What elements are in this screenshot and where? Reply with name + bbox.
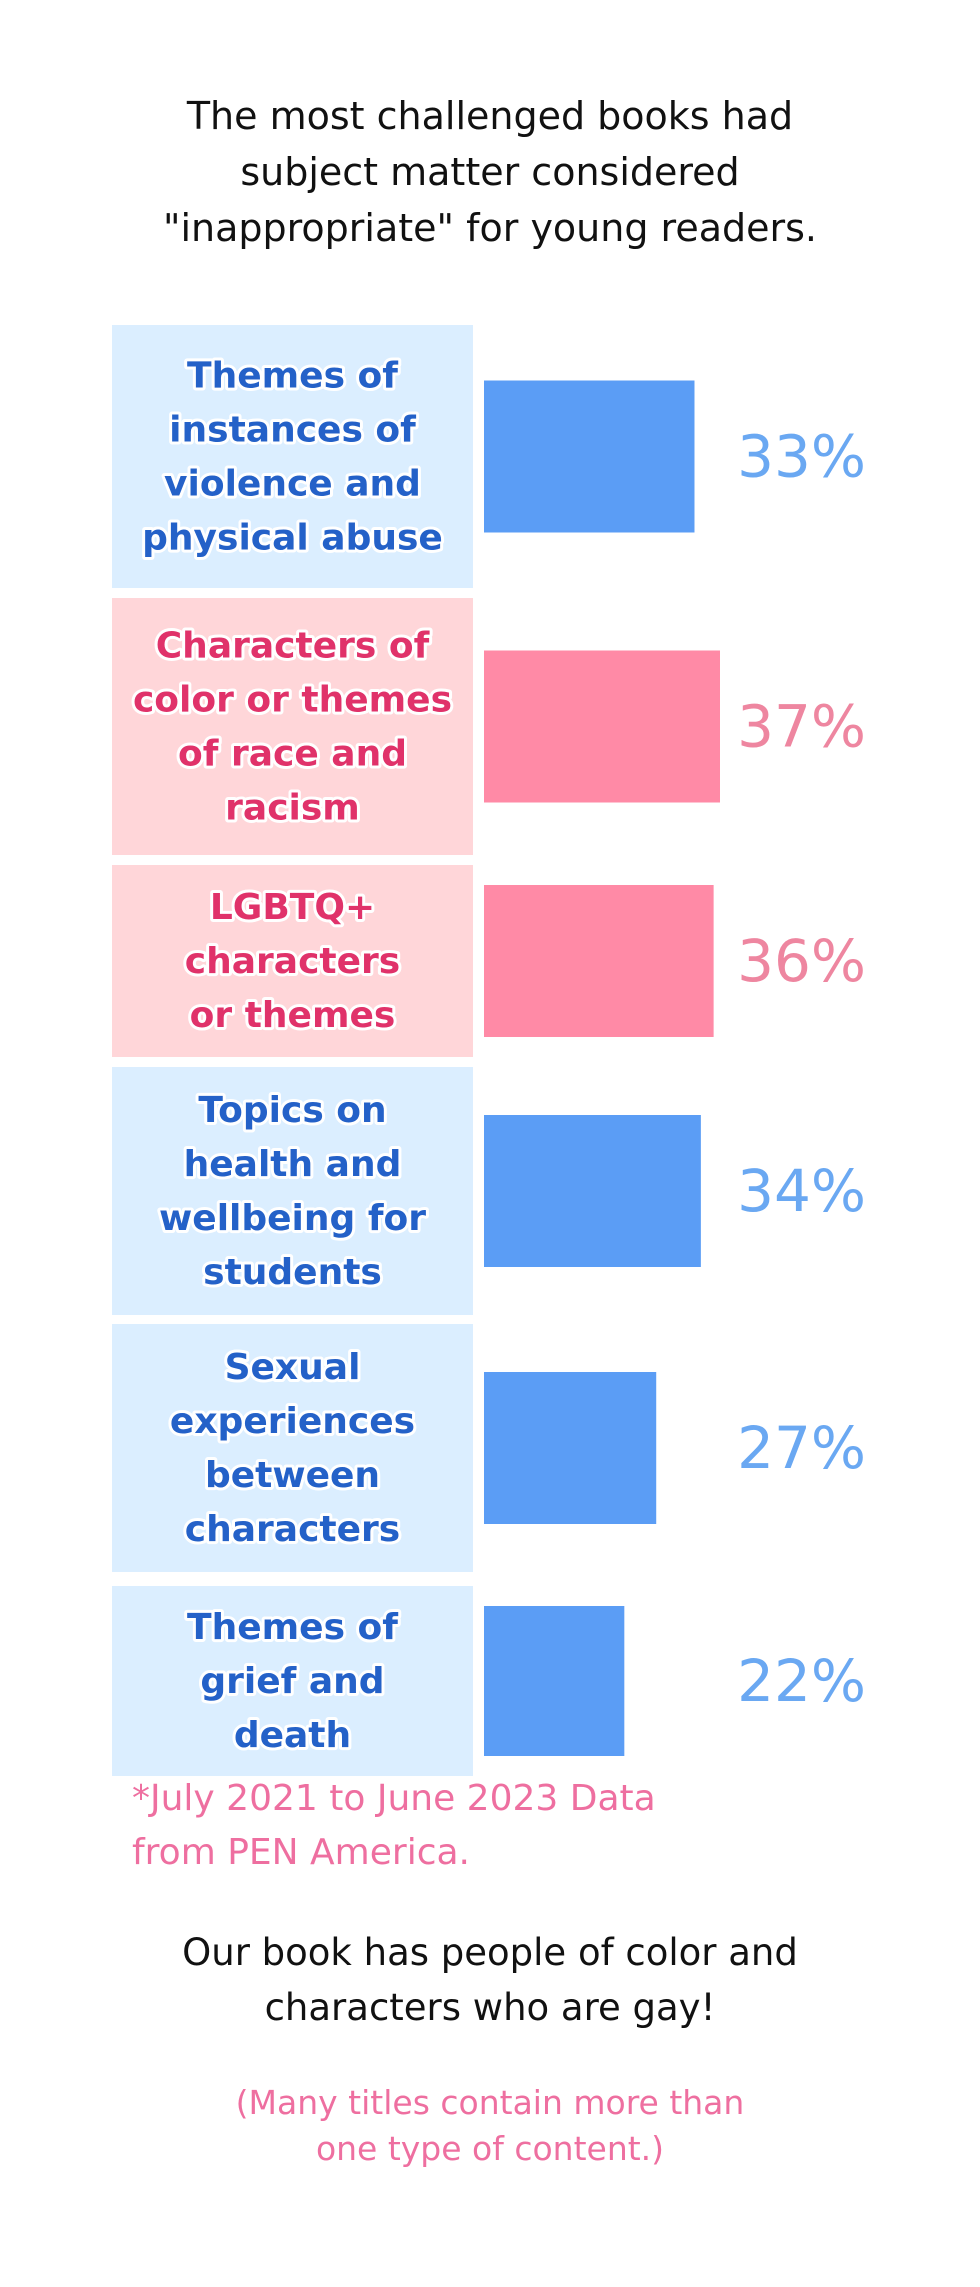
- footer-text: Our book has people of color and charact…: [90, 1925, 890, 2035]
- bar-chart: Themes of instances of violence and physica…: [112, 325, 866, 1776]
- value-label: 36%: [737, 927, 866, 995]
- category-label: Topics on: [198, 1090, 386, 1131]
- category-label: Themes of: [187, 355, 398, 396]
- value-label: 37%: [737, 693, 866, 761]
- category-label: students: [203, 1252, 382, 1293]
- title-line: "inappropriate" for young readers.: [163, 206, 817, 250]
- value-label: 27%: [737, 1414, 866, 1482]
- category-label: Sexual: [225, 1347, 361, 1388]
- category-panel: [112, 1586, 473, 1776]
- category-label: Themes of: [187, 1607, 398, 1648]
- note-line: (Many titles contain more than: [235, 2083, 745, 2122]
- footer-line: characters who are gay!: [264, 1986, 716, 2029]
- category-label: physical abuse: [142, 517, 443, 558]
- category-label: violence and: [164, 463, 421, 504]
- source-line: from PEN America.: [132, 1832, 470, 1873]
- category-label: characters: [185, 1509, 400, 1550]
- note-line: one type of content.): [315, 2129, 665, 2168]
- category-label: death: [234, 1715, 351, 1756]
- value-label: 34%: [737, 1157, 866, 1225]
- title-line: The most challenged books had: [186, 94, 794, 138]
- category-label: grief and: [200, 1661, 384, 1702]
- bar: [484, 1115, 701, 1267]
- bar: [484, 1372, 657, 1524]
- category-label: health and: [184, 1144, 402, 1185]
- category-label: racism: [225, 787, 360, 828]
- category-label: LGBTQ+: [210, 887, 375, 928]
- category-panel: [112, 865, 473, 1057]
- category-label: Characters of: [156, 625, 430, 666]
- bar: [484, 650, 720, 803]
- value-label: 22%: [737, 1647, 866, 1715]
- source-note: *July 2021 to June 2023 Data from PEN Am…: [132, 1772, 832, 1880]
- category-panel: [112, 598, 473, 855]
- chart-title: The most challenged books had subject ma…: [90, 88, 890, 256]
- value-label: 33%: [737, 423, 866, 491]
- bar: [484, 885, 714, 1037]
- category-label: instances of: [169, 409, 416, 450]
- footer-line: Our book has people of color and: [182, 1931, 798, 1974]
- category-label: or themes: [190, 995, 396, 1036]
- title-line: subject matter considered: [240, 150, 740, 194]
- category-panel: [112, 325, 473, 588]
- category-panel: [112, 1324, 473, 1572]
- category-panel: [112, 1067, 473, 1315]
- category-label: experiences: [170, 1401, 415, 1442]
- category-label: of race and: [178, 733, 407, 774]
- bar: [484, 1606, 625, 1756]
- content-note: (Many titles contain more than one type …: [140, 2080, 840, 2172]
- category-label: characters: [185, 941, 400, 982]
- category-label: wellbeing for: [159, 1198, 426, 1239]
- category-label: between: [205, 1455, 380, 1496]
- source-line: *July 2021 to June 2023 Data: [132, 1778, 656, 1819]
- category-label: color or themes: [133, 679, 452, 720]
- bar: [484, 380, 695, 533]
